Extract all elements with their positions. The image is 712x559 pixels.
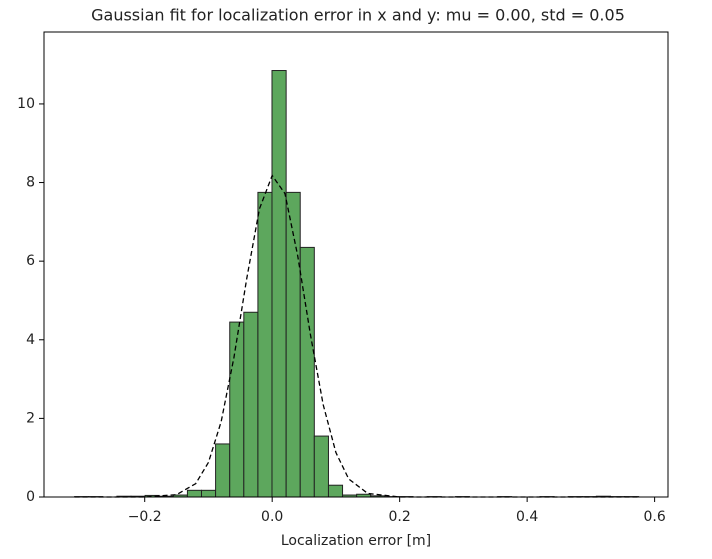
bar xyxy=(272,71,286,497)
bar xyxy=(216,444,230,497)
y-tick-label: 2 xyxy=(26,410,35,426)
plot-frame xyxy=(44,32,668,497)
y-tick-label: 10 xyxy=(17,96,35,112)
x-tick-label: 0.6 xyxy=(643,509,665,525)
bar xyxy=(328,485,342,497)
chart-title: Gaussian fit for localization error in x… xyxy=(91,6,625,25)
bar xyxy=(300,247,314,497)
bar xyxy=(314,436,328,497)
x-axis-label: Localization error [m] xyxy=(281,533,431,549)
bar xyxy=(187,490,201,497)
bar xyxy=(286,192,300,497)
bar xyxy=(201,490,215,497)
bar xyxy=(230,322,244,497)
x-tick-label: 0.2 xyxy=(389,509,411,525)
y-tick-label: 4 xyxy=(26,332,35,348)
y-tick-label: 6 xyxy=(26,253,35,269)
y-tick-label: 8 xyxy=(26,175,35,191)
y-tick-label: 0 xyxy=(26,489,35,505)
x-tick-label: 0.0 xyxy=(261,509,283,525)
fit-curve xyxy=(75,175,639,497)
bar xyxy=(258,192,272,497)
bar xyxy=(244,312,258,497)
x-tick-label: 0.4 xyxy=(516,509,538,525)
x-tick-label: −0.2 xyxy=(128,509,162,525)
